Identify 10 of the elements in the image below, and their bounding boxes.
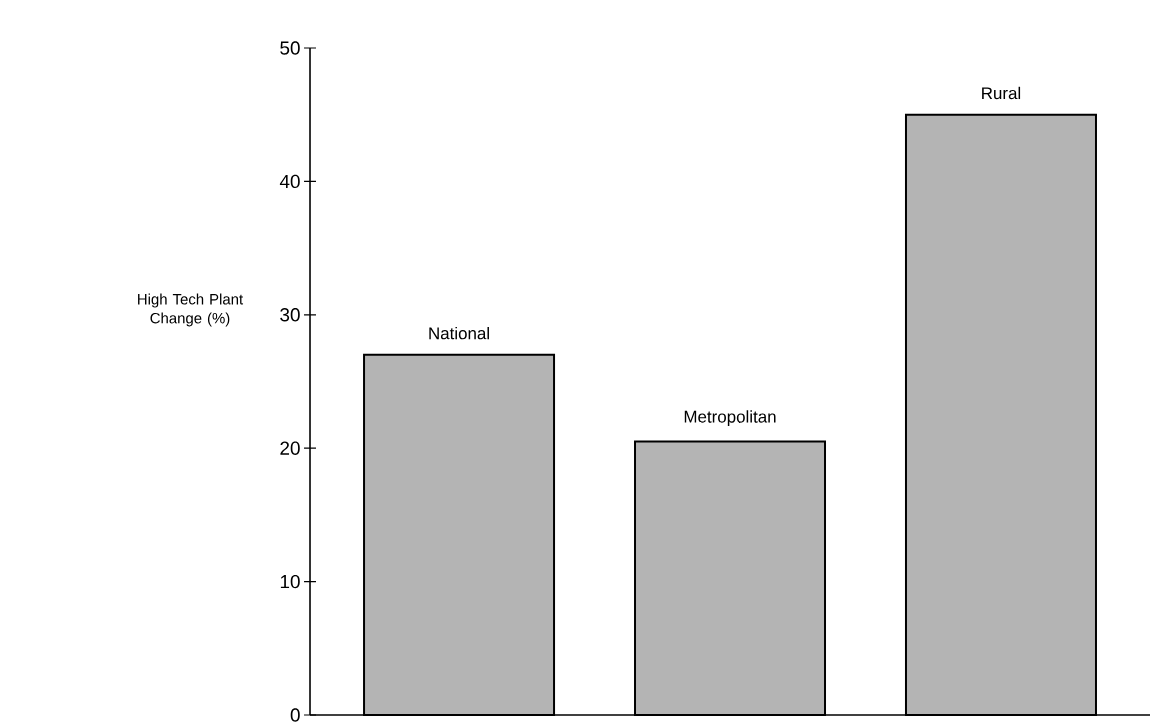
y-tick-label: 10 — [280, 574, 300, 589]
y-tick-label: 30 — [280, 308, 300, 322]
x-tick-label: Rural — [982, 86, 1021, 100]
y-tick-label: 40 — [279, 174, 300, 189]
y-tick-label: 0 — [290, 708, 300, 722]
y-tick-label: 20 — [280, 441, 300, 455]
x-tick-label: Metropolitan — [684, 410, 776, 427]
y-tick-label: 50 — [280, 41, 300, 55]
y-axis-title: High Tech Plant Change (%) — [138, 293, 244, 327]
x-tick-label: National — [429, 326, 489, 340]
